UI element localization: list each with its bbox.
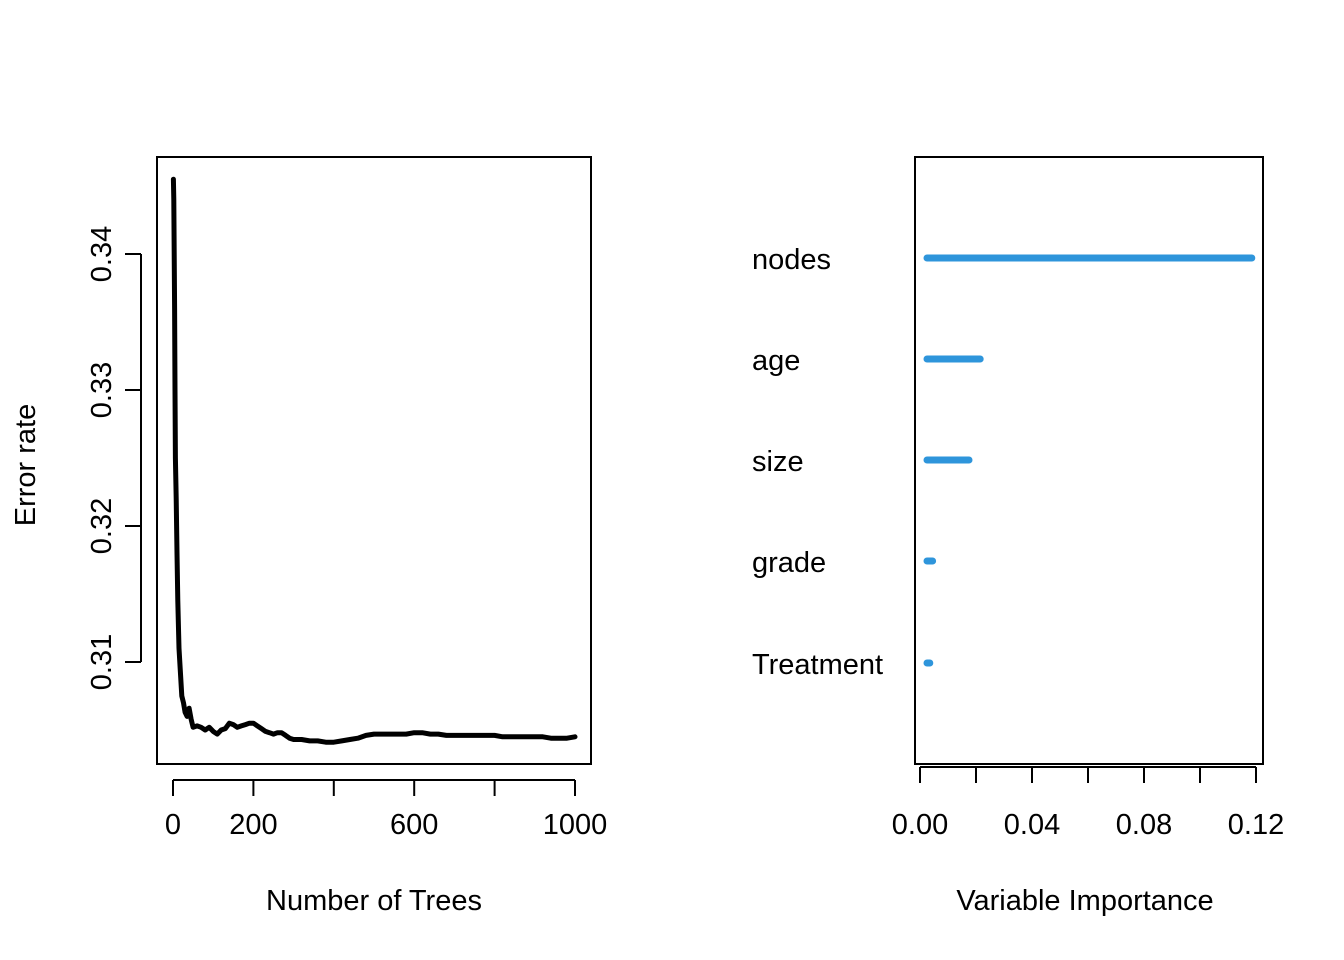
right-x-axis-title: Variable Importance xyxy=(956,885,1213,917)
left-plot-frame xyxy=(156,156,592,765)
importance-category-label: size xyxy=(752,446,804,478)
left-x-tick-label: 0 xyxy=(165,809,181,841)
right-x-tick-label: 0.00 xyxy=(892,809,948,841)
importance-category-label: age xyxy=(752,345,800,377)
importance-category-label: grade xyxy=(752,547,826,579)
right-x-tick-label: 0.08 xyxy=(1116,809,1172,841)
left-y-tick-label: 0.34 xyxy=(86,226,118,282)
left-x-axis-title: Number of Trees xyxy=(266,885,482,917)
left-x-axis: 0 200 600 1000 xyxy=(165,779,608,841)
error-rate-line xyxy=(170,176,578,745)
importance-category-label: Treatment xyxy=(752,649,883,681)
importance-category-label: nodes xyxy=(752,244,831,276)
left-x-tick-label: 200 xyxy=(229,809,277,841)
importance-categories: nodes age size grade Treatment xyxy=(752,244,883,681)
error-rate-panel: 0 200 600 1000 0.31 0.32 0.33 0.34 Number of T… xyxy=(10,156,608,917)
right-x-tick-label: 0.12 xyxy=(1228,809,1284,841)
right-x-tick-label: 0.04 xyxy=(1004,809,1060,841)
left-y-axis-title: Error rate xyxy=(10,404,42,526)
left-y-tick-label: 0.32 xyxy=(86,498,118,554)
left-y-tick-label: 0.31 xyxy=(86,634,118,690)
right-plot-frame xyxy=(914,156,1264,765)
left-y-axis: 0.31 0.32 0.33 0.34 xyxy=(86,226,142,690)
importance-bars xyxy=(923,254,1256,667)
right-x-axis: 0.00 0.04 0.08 0.12 xyxy=(892,766,1284,841)
left-x-tick-label: 1000 xyxy=(543,809,608,841)
left-x-tick-label: 600 xyxy=(390,809,438,841)
left-y-tick-label: 0.33 xyxy=(86,362,118,418)
